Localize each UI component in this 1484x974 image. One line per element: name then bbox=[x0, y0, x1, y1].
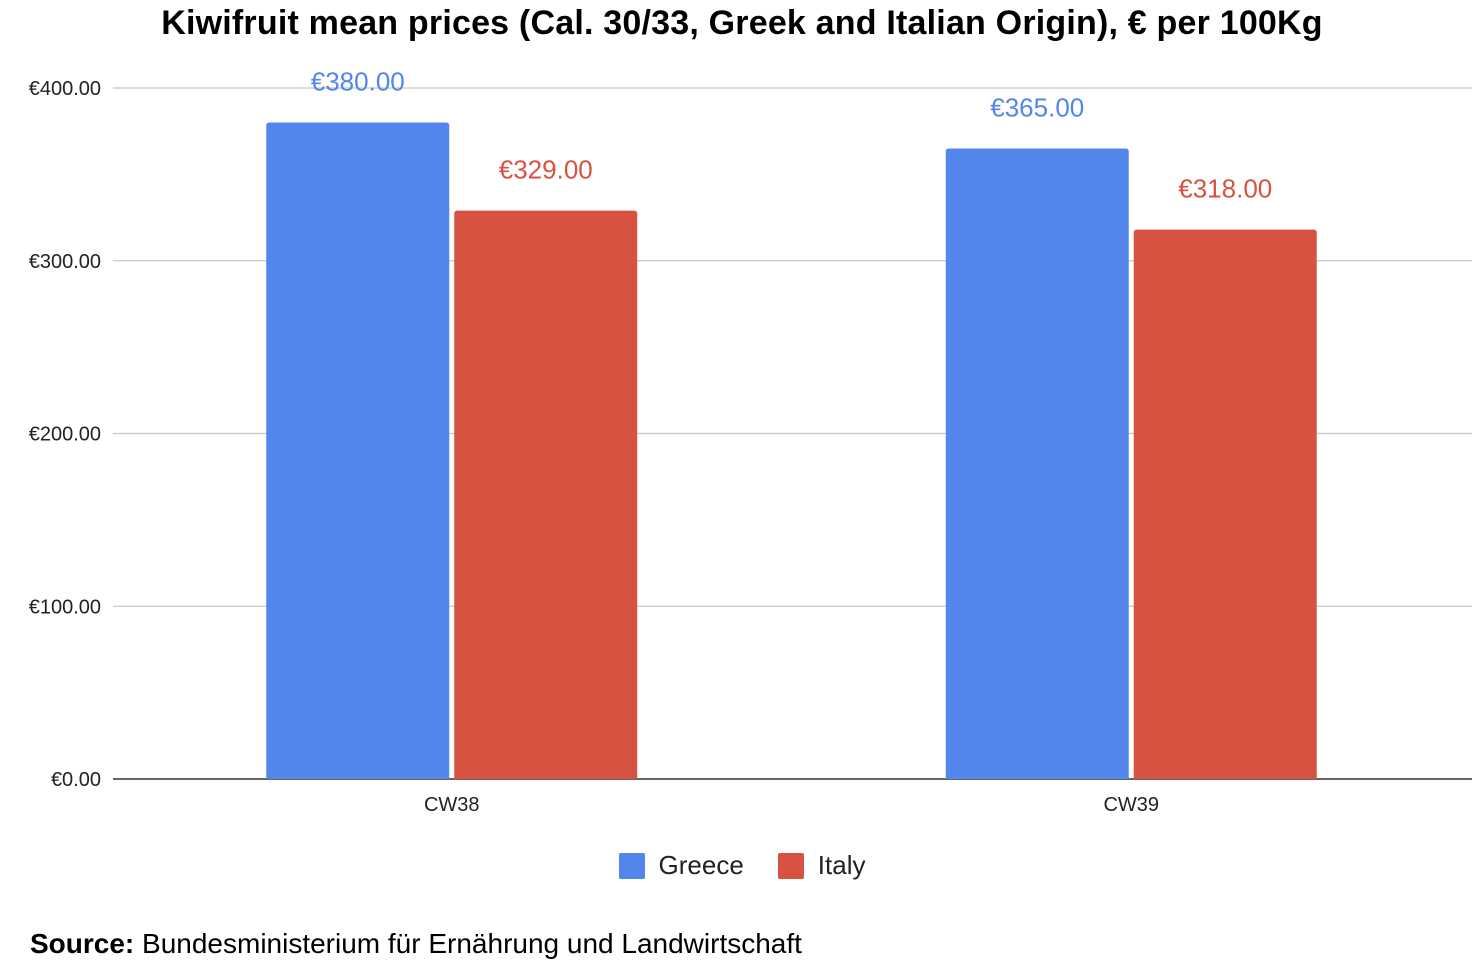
legend-item-italy[interactable]: Italy bbox=[777, 850, 866, 881]
bar-chart: €0.00 €100.00 €200.00 €300.00 €400.00 €380.0… bbox=[29, 67, 1472, 816]
bar-greece-cw39[interactable] bbox=[945, 148, 1129, 779]
data-labels: €380.00 €329.00 €365.00 €318.00 bbox=[311, 67, 1272, 204]
y-tick-label: €400.00 bbox=[29, 78, 101, 100]
bar-greece-cw38[interactable] bbox=[266, 122, 450, 780]
data-label-italy-cw39: €318.00 bbox=[1178, 174, 1272, 204]
legend-label-greece: Greece bbox=[658, 850, 744, 880]
legend-swatch-greece bbox=[618, 852, 645, 879]
y-tick-label: €0.00 bbox=[51, 769, 101, 791]
legend: Greece Italy bbox=[0, 850, 1484, 881]
source-text: Bundesministerium für Ernährung und Land… bbox=[142, 928, 802, 959]
y-tick-label: €300.00 bbox=[29, 251, 101, 273]
y-axis-ticks: €0.00 €100.00 €200.00 €300.00 €400.00 bbox=[29, 78, 101, 791]
data-label-greece-cw38: €380.00 bbox=[311, 67, 405, 97]
data-label-italy-cw38: €329.00 bbox=[499, 155, 593, 185]
legend-label-italy: Italy bbox=[817, 850, 866, 880]
source-label: Source: bbox=[30, 928, 135, 959]
y-tick-label: €200.00 bbox=[29, 424, 101, 446]
y-tick-label: €100.00 bbox=[29, 596, 101, 618]
chart-title: Kiwifruit mean prices (Cal. 30/33, Greek… bbox=[161, 4, 1323, 42]
source-note: Source: Bundesministerium für Ernährung … bbox=[30, 928, 802, 960]
x-tick-label: CW38 bbox=[424, 794, 480, 816]
legend-item-greece[interactable]: Greece bbox=[618, 850, 744, 881]
x-tick-label: CW39 bbox=[1103, 794, 1159, 816]
x-axis-ticks: CW38 CW39 bbox=[424, 794, 1159, 816]
data-label-greece-cw39: €365.00 bbox=[990, 92, 1084, 122]
legend-swatch-italy bbox=[777, 852, 804, 879]
bar-italy-cw39[interactable] bbox=[1133, 229, 1317, 779]
bars bbox=[266, 122, 1317, 780]
bar-italy-cw38[interactable] bbox=[454, 210, 638, 780]
